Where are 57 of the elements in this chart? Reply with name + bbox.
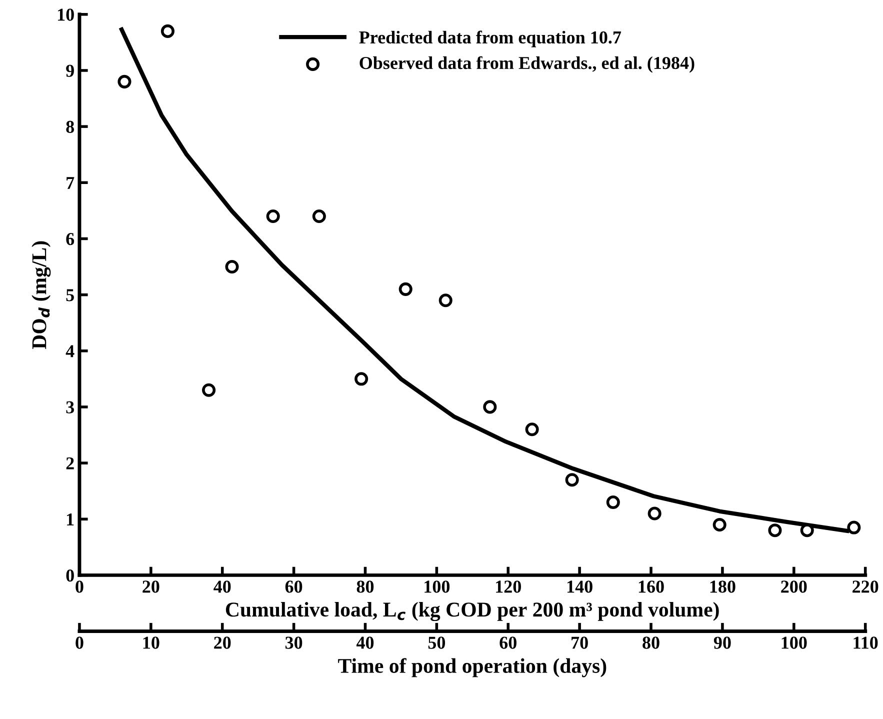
x2-tick-label: 30 [285, 636, 302, 649]
x2-axis-title: Time of pond operation (days) [338, 658, 606, 678]
point [118, 74, 132, 88]
x-tick-label: 220 [852, 580, 878, 593]
x-tick-label: 40 [214, 580, 231, 593]
y-tick-label: 1 [67, 513, 74, 526]
point [565, 473, 579, 487]
point [266, 210, 280, 224]
x-tick-label: 160 [638, 580, 664, 593]
x-tick-label: 100 [424, 580, 450, 593]
point [225, 260, 239, 274]
point [202, 383, 216, 397]
x-tick-label: 180 [710, 580, 736, 593]
y-tick-label: 7 [66, 177, 74, 189]
x2-tick-label: 50 [428, 636, 446, 649]
y-tick-label: 0 [66, 569, 74, 582]
x2-tick-label: 10 [143, 636, 160, 649]
point [354, 372, 368, 386]
y-tick-label: 6 [66, 233, 74, 246]
point [648, 506, 662, 520]
x-tick-label: 140 [567, 580, 592, 593]
x-tick-label: 60 [285, 580, 302, 593]
x2-tick-label: 40 [356, 636, 374, 649]
x-axis-title: Cumulative load, L$_{c}$ (kg COD per 200 m³ pond volume) [226, 602, 719, 622]
point [312, 210, 326, 224]
x2-tick-label: 0 [76, 636, 84, 649]
y-axis-title: DO$_{d}$ (mg/L) [32, 241, 51, 350]
y-tick-label: 5 [66, 289, 74, 302]
x2-tick-label: 110 [854, 636, 878, 649]
point [438, 294, 452, 308]
legend-label: Predicted data from equation 10.7 [359, 30, 622, 48]
x2-tick-label: 80 [642, 636, 660, 649]
point [483, 400, 497, 414]
point [160, 24, 174, 38]
x2-tick-label: 70 [572, 636, 588, 649]
x2-tick-label: 60 [500, 636, 516, 649]
y-tick-label: 3 [66, 401, 74, 414]
x2-tick-label: 20 [214, 636, 231, 649]
point [525, 422, 539, 436]
y-tick-label: 8 [66, 120, 74, 133]
y-tick-label: 4 [66, 345, 74, 358]
point [606, 496, 620, 510]
x2-tick-label: 90 [714, 636, 731, 649]
y-tick-label: 10 [58, 8, 74, 21]
x-tick-label: 0 [76, 580, 84, 593]
y-tick-label: 9 [66, 64, 74, 77]
y-tick-label: 2 [66, 457, 74, 470]
point [847, 520, 861, 534]
x-tick-label: 20 [142, 580, 160, 593]
x2-tick-label: 100 [782, 636, 807, 649]
x-tick-label: 200 [781, 580, 807, 593]
point [398, 282, 412, 296]
x-tick-label: 80 [356, 580, 374, 593]
point [712, 518, 726, 532]
legend-label: Observed data from Edwards., ed al. (1984) [360, 56, 694, 73]
point [768, 524, 782, 538]
x-tick-label: 120 [496, 580, 521, 593]
